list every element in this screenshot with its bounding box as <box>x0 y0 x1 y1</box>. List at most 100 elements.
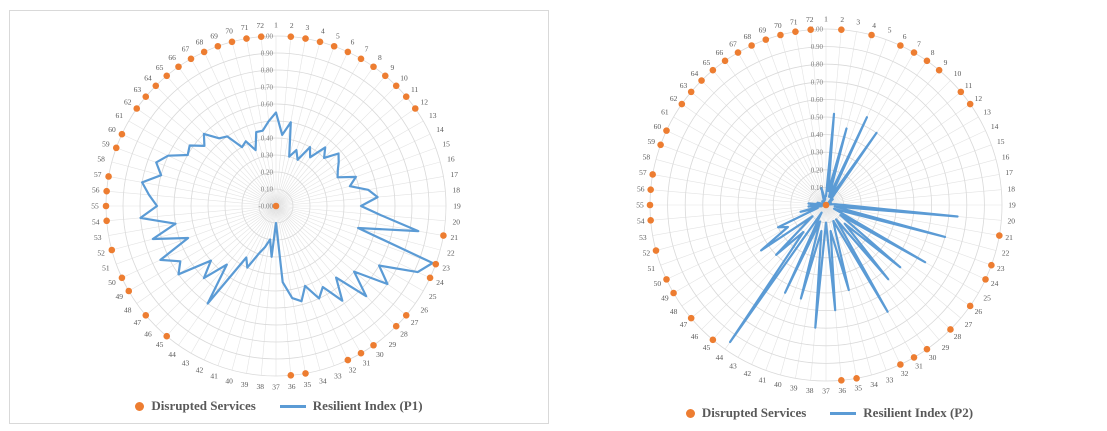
radar-grid-ring <box>737 116 915 294</box>
radar-grid-ring <box>139 69 413 343</box>
disrupted-service-marker <box>649 171 656 178</box>
disrupted-service-marker <box>777 31 784 39</box>
category-label: 40 <box>774 380 782 389</box>
category-label: 62 <box>124 98 132 107</box>
category-label: 10 <box>400 74 408 83</box>
category-label: 33 <box>886 375 894 384</box>
category-label: 54 <box>637 217 645 226</box>
category-label: 65 <box>156 63 164 72</box>
radial-tick-label: 0.70 <box>811 78 824 86</box>
disrupted-service-marker <box>935 66 943 74</box>
category-label: 71 <box>241 23 249 32</box>
category-label: 34 <box>870 380 878 389</box>
category-label: 69 <box>759 26 767 35</box>
category-label: 2 <box>290 21 294 30</box>
category-label: 56 <box>637 184 645 193</box>
disrupted-service-marker <box>118 130 126 138</box>
category-label: 48 <box>670 307 678 316</box>
category-label: 9 <box>944 58 948 67</box>
category-label: 32 <box>349 366 357 375</box>
category-label: 26 <box>975 307 983 316</box>
radial-tick-label: 1.00 <box>811 26 824 34</box>
category-label: 24 <box>991 279 999 288</box>
category-label: 17 <box>451 170 459 179</box>
disrupted-service-marker <box>105 173 112 180</box>
disrupted-service-marker <box>663 276 670 283</box>
category-label: 24 <box>436 278 444 287</box>
category-label: 18 <box>453 186 461 195</box>
category-label: 67 <box>729 39 737 48</box>
disrupted-service-marker <box>868 31 875 39</box>
category-label: 67 <box>182 45 190 54</box>
radial-tick-label: -0.00 <box>258 203 273 211</box>
disrupted-service-marker <box>152 82 160 90</box>
legend-marker-dot <box>685 408 695 418</box>
disrupted-service-marker <box>647 186 654 193</box>
category-label: 4 <box>872 21 876 30</box>
disrupted-service-marker <box>988 261 995 269</box>
category-label: 16 <box>1002 152 1010 161</box>
category-label: 72 <box>256 21 264 30</box>
disrupted-service-marker <box>792 28 799 35</box>
legend-label: Disrupted Services <box>151 398 256 413</box>
category-label: 70 <box>225 27 233 36</box>
category-label: 2 <box>840 15 844 24</box>
disrupted-service-marker <box>807 26 814 33</box>
radial-tick-label: 0.30 <box>811 149 824 157</box>
legend-marker-dot <box>135 401 145 411</box>
category-label: 65 <box>703 58 711 67</box>
disrupted-service-marker <box>687 314 695 322</box>
disrupted-service-marker <box>357 55 365 63</box>
disrupted-service-marker <box>426 274 434 282</box>
category-label: 1 <box>274 21 278 30</box>
disrupted-service-marker <box>966 302 974 310</box>
category-label: 66 <box>168 53 176 62</box>
category-label: 4 <box>321 27 325 36</box>
disrupted-service-marker <box>947 326 954 333</box>
chart-panel-p2: 0.00 0.10 0.20 0.30 0.40 0.50 0.60 0.70 0.80 0.90… <box>560 3 1099 427</box>
category-label: 42 <box>744 369 752 378</box>
legend-entry-disrupted-services: Disrupted Services <box>135 398 256 414</box>
category-label: 21 <box>451 233 459 242</box>
category-label: 32 <box>901 369 909 378</box>
category-label: 68 <box>196 37 204 46</box>
category-label: 37 <box>272 383 280 392</box>
disrupted-service-marker <box>392 82 400 90</box>
category-label: 45 <box>703 343 711 352</box>
category-label: 51 <box>647 264 655 273</box>
category-label: 45 <box>156 340 164 349</box>
category-label: 10 <box>954 69 962 78</box>
category-label: 19 <box>453 202 461 211</box>
category-label: 5 <box>888 26 892 35</box>
disrupted-service-marker <box>657 141 664 149</box>
category-label: 28 <box>400 329 408 338</box>
disrupted-service-marker <box>163 72 171 80</box>
legend-marker-line <box>279 404 306 408</box>
radar-chart-p1: -0.00 0.10 0.20 0.30 0.40 0.60 0.70 0.80 0.90 1.0… <box>91 21 461 392</box>
radar-grid-ring <box>790 169 862 241</box>
category-label: 35 <box>855 384 863 393</box>
category-label: 33 <box>334 372 342 381</box>
disrupted-service-marker <box>838 26 845 33</box>
disrupted-service-marker <box>923 57 931 65</box>
category-label: 8 <box>931 48 935 57</box>
legend-label: Resilient Index (P2) <box>863 405 974 420</box>
series-line-resilient-index <box>139 111 434 305</box>
category-label: 55 <box>636 201 644 210</box>
disrupted-service-marker <box>923 345 931 353</box>
radial-tick-label: 0.20 <box>811 166 824 174</box>
origin-marker <box>272 202 280 210</box>
category-label: 18 <box>1008 184 1016 193</box>
disrupted-service-marker <box>142 311 150 319</box>
category-label: 59 <box>647 137 655 146</box>
disrupted-service-marker <box>996 232 1003 239</box>
radar-grid-ring <box>755 134 897 276</box>
disrupted-service-marker <box>982 276 989 283</box>
disrupted-service-marker <box>663 127 670 134</box>
category-label: 8 <box>378 53 382 62</box>
disrupted-service-marker <box>112 144 120 152</box>
disrupted-service-marker <box>133 105 141 112</box>
disrupted-service-marker <box>200 48 208 56</box>
category-label: 58 <box>643 152 651 161</box>
category-label: 50 <box>108 278 116 287</box>
